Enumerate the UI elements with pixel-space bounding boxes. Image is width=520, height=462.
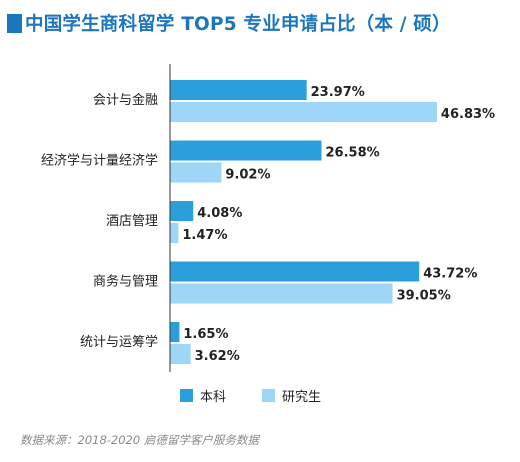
legend-label-undergrad: 本科 <box>200 390 226 405</box>
bar-graduate <box>170 102 437 122</box>
chart-title: 中国学生商科留学 TOP5 专业申请占比（本 / 硕） <box>7 10 451 36</box>
data-label: 4.08% <box>197 206 242 221</box>
data-label: 1.65% <box>183 327 228 342</box>
bar-graduate <box>170 344 191 364</box>
category-label: 酒店管理 <box>106 214 158 229</box>
bar-undergrad <box>170 261 420 282</box>
legend-label-graduate: 研究生 <box>282 390 321 405</box>
data-label: 46.83% <box>441 107 495 122</box>
title-marker <box>7 13 22 33</box>
data-label: 43.72% <box>423 267 477 282</box>
bar-graduate <box>170 223 179 243</box>
legend-swatch-graduate <box>262 389 275 402</box>
data-label: 9.02% <box>225 168 270 183</box>
data-label: 23.97% <box>311 85 365 100</box>
data-source-note: 数据来源：2018-2020 启德留学客户服务数据 <box>20 433 259 447</box>
bar-undergrad <box>170 140 322 161</box>
data-label: 1.47% <box>182 228 227 243</box>
bar-graduate <box>170 162 222 183</box>
data-label: 26.58% <box>326 146 380 161</box>
bar-undergrad <box>170 322 180 342</box>
legend-swatch-undergrad <box>180 389 193 402</box>
category-label: 统计与运筹学 <box>80 334 158 350</box>
data-label: 39.05% <box>397 289 451 304</box>
bar-undergrad <box>170 80 307 100</box>
data-label: 3.62% <box>195 349 240 364</box>
bar-undergrad <box>170 201 194 221</box>
chart-title-text: 中国学生商科留学 TOP5 专业申请占比（本 / 硕） <box>25 14 451 35</box>
category-label: 会计与金融 <box>93 92 158 108</box>
category-label: 经济学与计量经济学 <box>41 153 158 169</box>
bar-graduate <box>170 283 393 304</box>
category-label: 商务与管理 <box>93 274 158 290</box>
